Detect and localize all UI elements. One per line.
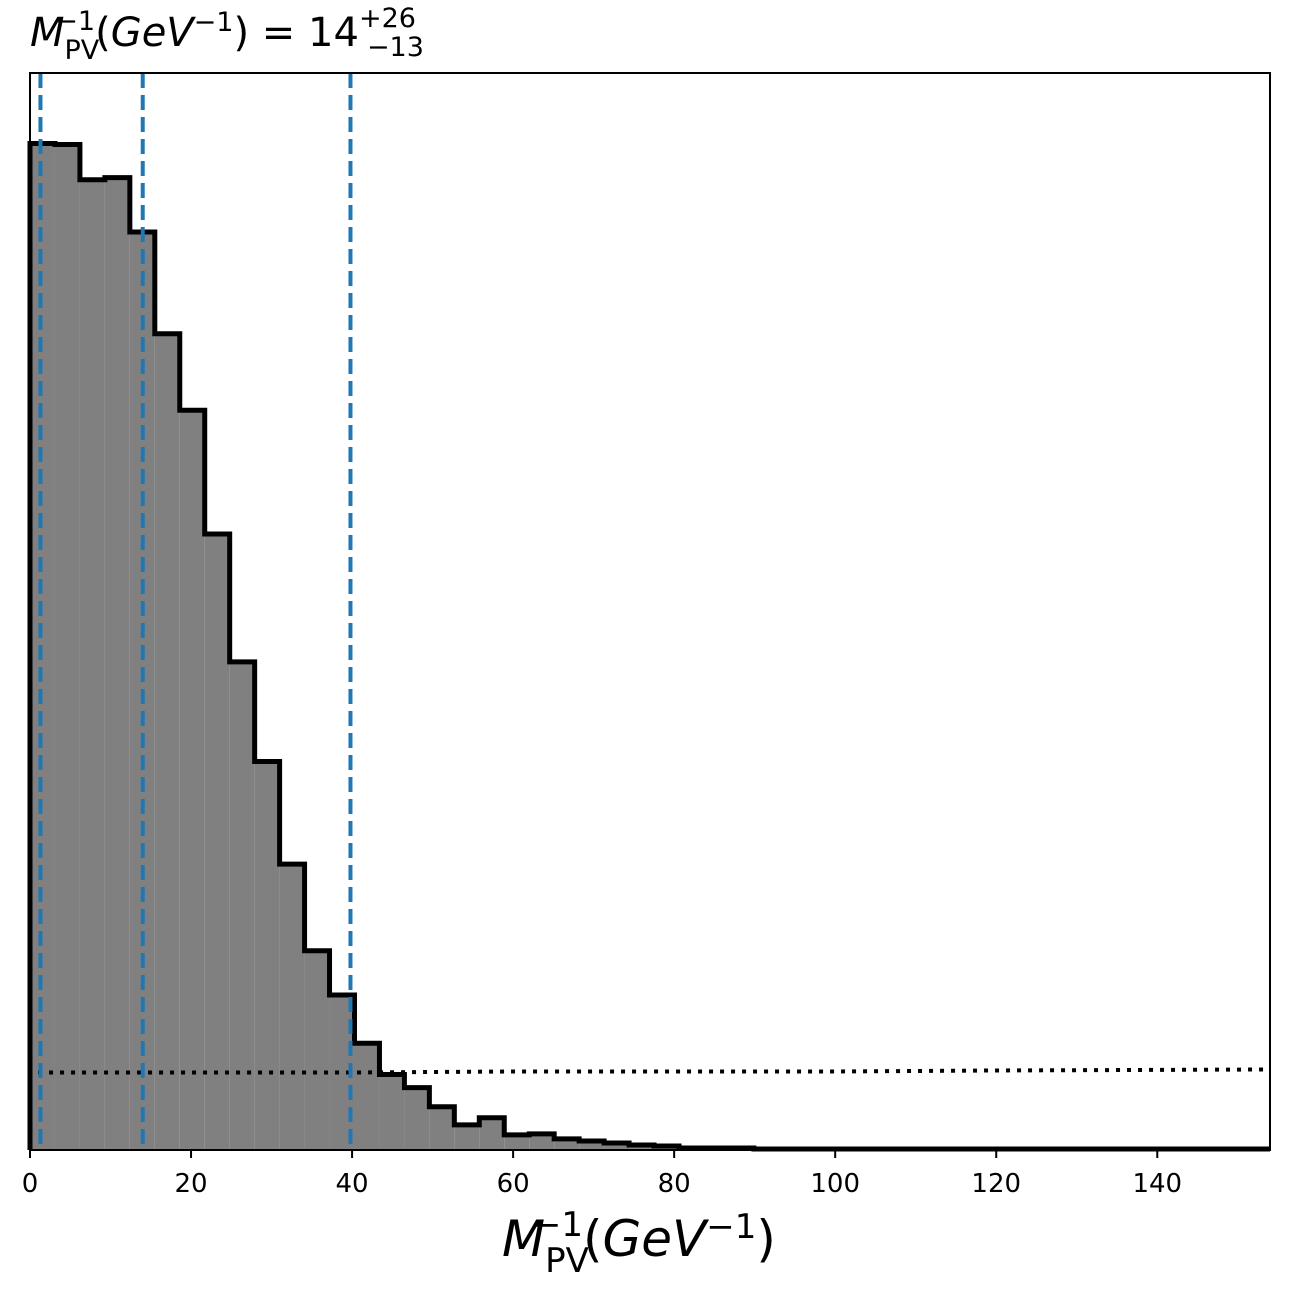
histogram-bar bbox=[30, 143, 55, 1150]
histogram-bar bbox=[354, 1043, 380, 1150]
x-tick-label: 40 bbox=[336, 1169, 369, 1199]
title-err-minus: −13 bbox=[367, 32, 424, 63]
x-axis-ticks: 0 20 40 60 80 100 120 140 bbox=[22, 1150, 1182, 1199]
histogram-bar bbox=[229, 661, 255, 1150]
xlabel-unit-exp: −1 bbox=[706, 1207, 756, 1247]
histogram-bar bbox=[79, 179, 105, 1150]
x-tick-label: 20 bbox=[174, 1169, 207, 1199]
title-symbol: M bbox=[30, 10, 65, 56]
title-err-plus: +26 bbox=[359, 3, 416, 34]
title-equals: = bbox=[249, 10, 308, 56]
histogram-bar bbox=[629, 1144, 655, 1150]
histogram-bar bbox=[304, 950, 330, 1150]
title-subscript: PV bbox=[65, 35, 100, 66]
x-tick-label: 140 bbox=[1132, 1169, 1182, 1199]
histogram-bar bbox=[104, 177, 130, 1151]
title-value: 14 bbox=[308, 10, 359, 56]
histogram-bar bbox=[279, 864, 305, 1150]
title-open-paren: ( bbox=[95, 10, 111, 56]
x-axis-label: MPV−1(GeV−1) bbox=[502, 1205, 776, 1281]
histogram-bar bbox=[179, 410, 205, 1150]
x-tick-label: 0 bbox=[22, 1169, 39, 1199]
histogram-bar bbox=[454, 1124, 480, 1150]
title-unit-base: GeV bbox=[111, 10, 197, 56]
x-tick-label: 120 bbox=[971, 1169, 1021, 1199]
histogram-bar bbox=[204, 533, 230, 1150]
histogram-bar bbox=[604, 1142, 630, 1150]
xlabel-unit-base: GeV bbox=[603, 1210, 711, 1268]
histogram-bar bbox=[429, 1106, 455, 1150]
xlabel-symbol: M bbox=[502, 1210, 545, 1268]
histogram-bar bbox=[504, 1134, 530, 1150]
histogram-bar bbox=[154, 333, 180, 1150]
xlabel-open-paren: ( bbox=[583, 1210, 603, 1268]
histogram-bar bbox=[404, 1087, 430, 1150]
title-close-paren: ) bbox=[233, 10, 249, 56]
histogram-bar bbox=[579, 1140, 605, 1150]
title-superscript: −1 bbox=[55, 6, 95, 37]
histogram-bar bbox=[529, 1133, 555, 1150]
histogram-outline bbox=[27, 140, 1270, 1152]
xlabel-close-paren: ) bbox=[756, 1210, 776, 1268]
prior-dotted-line bbox=[38, 1067, 1271, 1075]
chart-title: MPV−1(GeV−1) = 14+26 −13 bbox=[30, 3, 424, 66]
histogram-bar bbox=[54, 144, 80, 1151]
histogram-bar bbox=[554, 1138, 580, 1150]
plot-area bbox=[27, 73, 1271, 1152]
xlabel-subscript: PV bbox=[545, 1241, 589, 1281]
x-tick-label: 60 bbox=[497, 1169, 530, 1199]
histogram-bar bbox=[479, 1117, 505, 1150]
axes-frame bbox=[29, 72, 1271, 1151]
xlabel-superscript: −1 bbox=[533, 1205, 583, 1245]
histogram-bar bbox=[254, 761, 280, 1150]
x-tick-label: 100 bbox=[810, 1169, 860, 1199]
histogram-bar bbox=[379, 1074, 405, 1150]
x-tick-label: 80 bbox=[658, 1169, 691, 1199]
title-unit-exp: −1 bbox=[194, 7, 234, 38]
